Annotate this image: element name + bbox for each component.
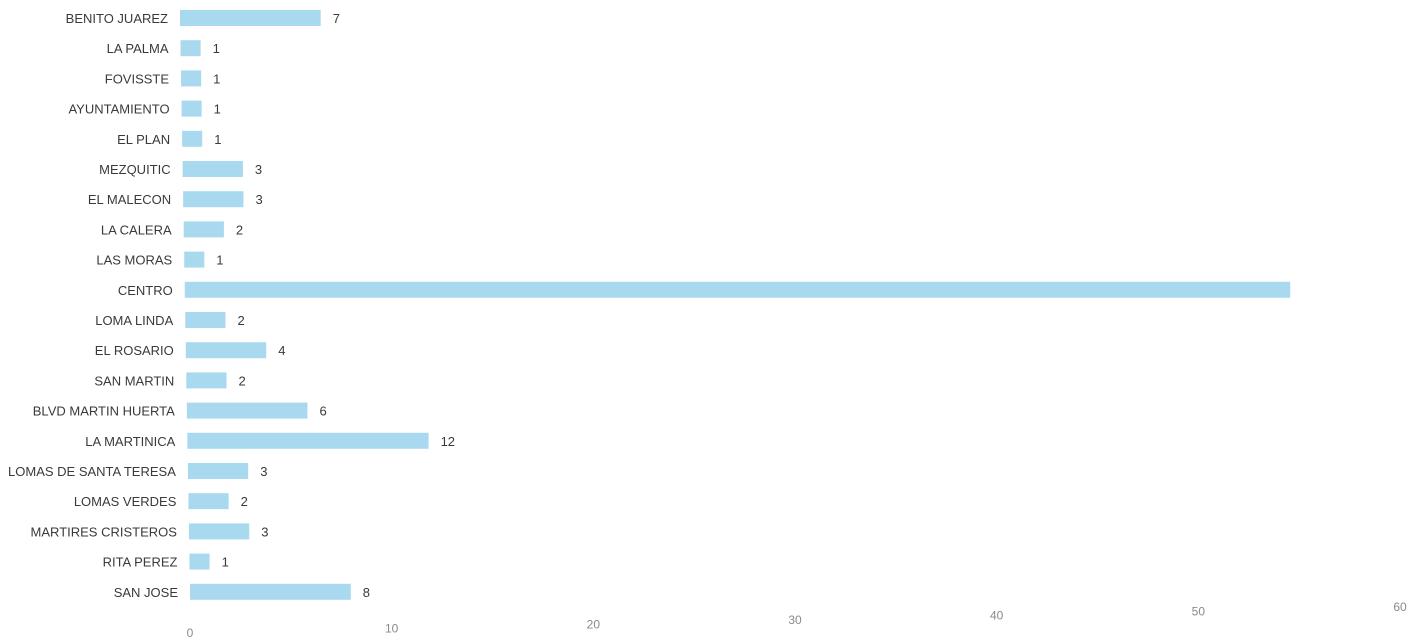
category-label-fovisste: FOVISSTE bbox=[105, 71, 170, 86]
bars-layer bbox=[180, 10, 1291, 600]
bar-la-palma bbox=[180, 40, 201, 57]
bar-lomas-de-santa-teresa bbox=[187, 463, 249, 479]
data-label-la-martinica: 12 bbox=[441, 434, 455, 449]
category-labels: BENITO JUAREZ LA PALMA FOVISSTE AYUNTAMIENT… bbox=[8, 11, 178, 600]
data-label-la-calera: 2 bbox=[236, 222, 243, 237]
category-label-la-martinica: LA MARTINICA bbox=[85, 434, 175, 449]
category-label-lomas-verdes: LOMAS VERDES bbox=[74, 494, 177, 509]
data-label-benito-juarez: 7 bbox=[333, 11, 340, 26]
data-label-ayuntamiento: 1 bbox=[214, 102, 221, 117]
bar-la-martinica bbox=[187, 432, 429, 449]
category-label-ayuntamiento: AYUNTAMIENTO bbox=[68, 102, 169, 117]
category-label-benito-juarez: BENITO JUAREZ bbox=[66, 11, 168, 26]
bar-blvd-martin-huerta bbox=[186, 402, 308, 419]
bar-rita-perez bbox=[189, 553, 210, 570]
bar-ayuntamiento bbox=[181, 100, 202, 117]
data-label-el-plan: 1 bbox=[214, 132, 221, 147]
data-label-loma-linda: 2 bbox=[237, 313, 244, 328]
data-label-la-palma: 1 bbox=[213, 41, 220, 56]
data-label-lomas-de-santa-teresa: 3 bbox=[260, 464, 267, 479]
x-tick-label-50: 50 bbox=[1192, 604, 1206, 618]
data-label-mezquitic: 3 bbox=[255, 162, 262, 177]
category-label-el-plan: EL PLAN bbox=[117, 132, 170, 147]
category-label-rita-perez: RITA PEREZ bbox=[103, 555, 178, 570]
bar-la-calera bbox=[183, 221, 224, 238]
category-label-martires-cristeros: MARTIRES CRISTEROS bbox=[31, 524, 178, 539]
data-label-lomas-verdes: 2 bbox=[241, 494, 248, 509]
data-label-san-martin: 2 bbox=[239, 373, 246, 388]
data-label-las-moras: 1 bbox=[216, 253, 223, 268]
data-label-san-jose: 8 bbox=[363, 585, 370, 600]
data-label-blvd-martin-huerta: 6 bbox=[319, 404, 326, 419]
bar-san-jose bbox=[190, 583, 351, 600]
bar-fovisste bbox=[181, 70, 202, 87]
category-label-las-moras: LAS MORAS bbox=[96, 253, 172, 268]
x-tick-label-20: 20 bbox=[587, 617, 601, 631]
x-tick-label-0: 0 bbox=[187, 626, 194, 640]
data-label-rita-perez: 1 bbox=[222, 555, 229, 570]
bar-mezquitic bbox=[182, 161, 243, 177]
bar-loma-linda bbox=[185, 312, 226, 328]
category-label-el-rosario: EL ROSARIO bbox=[95, 343, 174, 358]
category-label-la-palma: LA PALMA bbox=[107, 41, 169, 56]
x-tick-label-40: 40 bbox=[990, 609, 1004, 623]
bar-benito-juarez bbox=[180, 10, 321, 26]
data-label-el-malecon: 3 bbox=[255, 192, 262, 207]
bar-lomas-verdes bbox=[188, 493, 229, 510]
data-label-fovisste: 1 bbox=[213, 71, 220, 86]
category-label-loma-linda: LOMA LINDA bbox=[95, 313, 173, 328]
x-tick-label-30: 30 bbox=[788, 613, 802, 627]
x-axis-ticks: 0 10 20 30 40 50 60 bbox=[187, 600, 1407, 640]
category-label-blvd-martin-huerta: BLVD MARTIN HUERTA bbox=[33, 404, 175, 419]
data-label-martires-cristeros: 3 bbox=[261, 524, 268, 539]
data-label-el-rosario: 4 bbox=[278, 343, 285, 358]
bar-el-malecon bbox=[183, 191, 244, 208]
category-label-san-martin: SAN MARTIN bbox=[94, 373, 174, 388]
bar-san-martin bbox=[186, 372, 227, 389]
category-label-la-calera: LA CALERA bbox=[101, 222, 172, 237]
bar-el-rosario bbox=[185, 342, 267, 359]
category-label-lomas-de-santa-teresa: LOMAS DE SANTA TERESA bbox=[8, 464, 176, 479]
category-label-el-malecon: EL MALECON bbox=[88, 192, 171, 207]
bar-martires-cristeros bbox=[188, 523, 250, 540]
category-label-centro: CENTRO bbox=[118, 283, 173, 298]
category-label-mezquitic: MEZQUITIC bbox=[99, 162, 171, 177]
bar-el-plan bbox=[182, 130, 203, 147]
bar-las-moras bbox=[184, 251, 205, 268]
x-tick-label-60: 60 bbox=[1393, 600, 1407, 614]
x-tick-label-10: 10 bbox=[385, 622, 399, 636]
bar-centro bbox=[184, 281, 1291, 298]
category-label-san-jose: SAN JOSE bbox=[114, 585, 179, 600]
